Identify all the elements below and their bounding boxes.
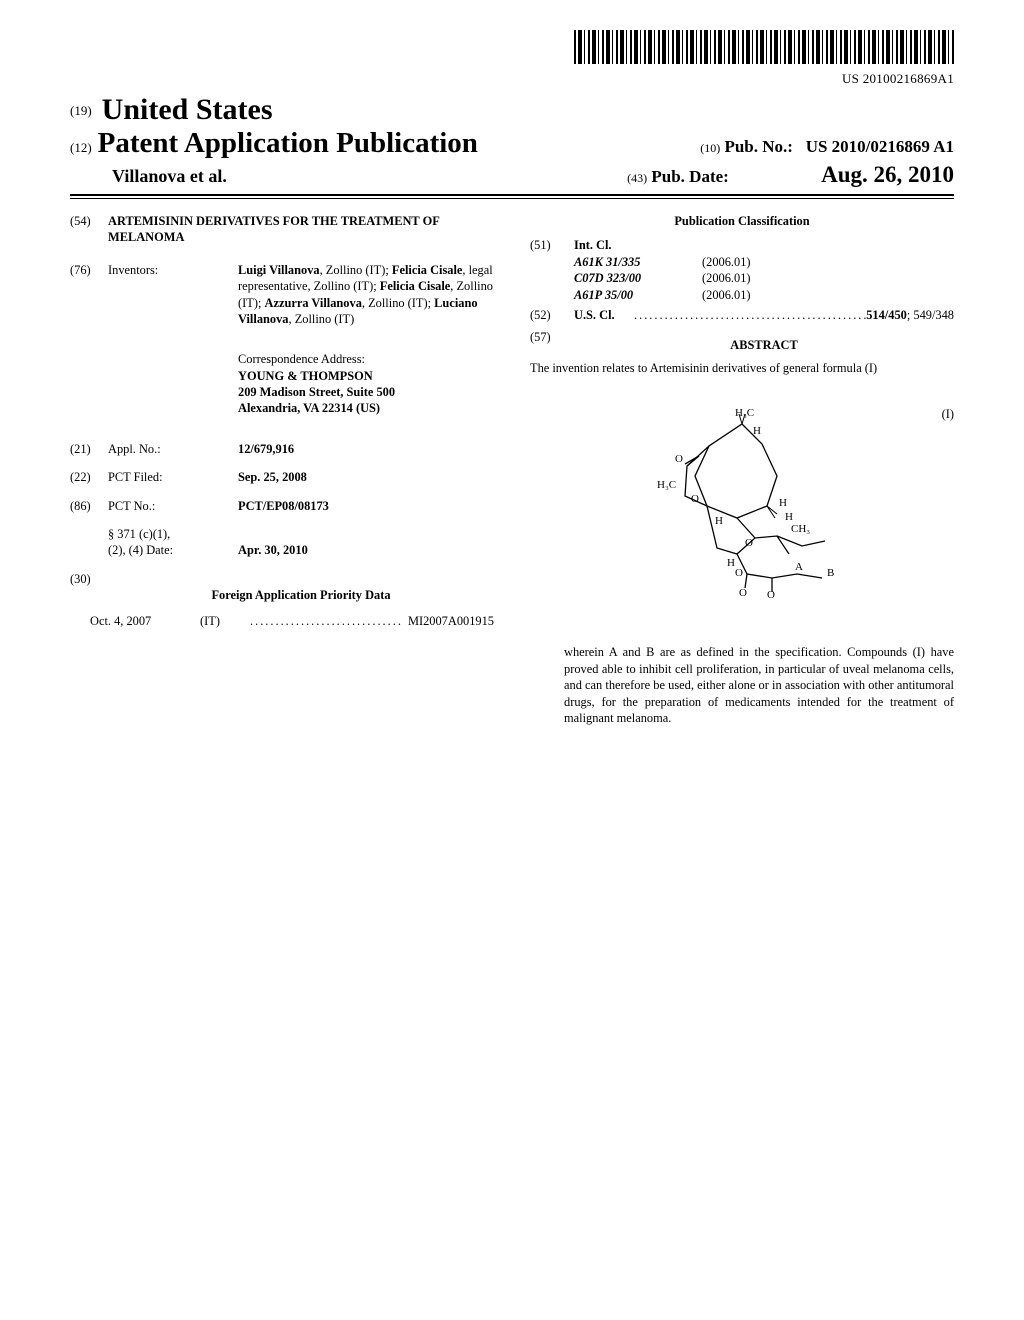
field-76-num: (76) (70, 262, 108, 328)
publication-date: Aug. 26, 2010 (821, 162, 954, 187)
pctfiled-label: PCT Filed: (108, 469, 238, 485)
correspondence-name: YOUNG & THOMPSON (238, 368, 494, 384)
barcode-number: US 20100216869A1 (70, 71, 954, 87)
intcl-row: A61K 31/335 (2006.01) (574, 254, 954, 270)
invention-title: ARTEMISININ DERIVATIVES FOR THE TREATMEN… (108, 213, 494, 246)
classification-header: Publication Classification (530, 213, 954, 229)
correspondence-addr2: Alexandria, VA 22314 (US) (238, 400, 494, 416)
prefix-12: (12) (70, 140, 92, 156)
intcl-row: A61P 35/00 (2006.01) (574, 287, 954, 303)
prefix-10: (10) (700, 141, 720, 155)
abstract-label: ABSTRACT (574, 337, 954, 353)
publication-number: US 2010/0216869 A1 (806, 137, 954, 156)
svg-text:O: O (739, 587, 747, 599)
pctno-label: PCT No.: (108, 498, 238, 514)
field-86-num: (86) (70, 498, 108, 514)
inventors: Luigi Villanova, Zollino (IT); Felicia C… (238, 262, 494, 328)
svg-text:O: O (735, 567, 743, 579)
s371-date: Apr. 30, 2010 (238, 542, 308, 558)
s371-line1: § 371 (c)(1), (108, 526, 494, 542)
uscl-secondary: ; 549/348 (907, 308, 954, 322)
left-column: (54) ARTEMISININ DERIVATIVES FOR THE TRE… (70, 213, 512, 726)
correspondence-label: Correspondence Address: (238, 351, 494, 367)
authors: Villanova et al. (70, 166, 627, 187)
pct-filed-date: Sep. 25, 2008 (238, 469, 494, 485)
svg-text:O: O (675, 453, 683, 465)
field-22-num: (22) (70, 469, 108, 485)
field-52-num: (52) (530, 307, 574, 323)
field-57-num: (57) (530, 329, 574, 359)
svg-text:CH₃: CH₃ (791, 523, 810, 535)
field-30-num: (30) (70, 571, 108, 613)
pubno-label: Pub. No.: (724, 137, 792, 156)
applno-label: Appl. No.: (108, 441, 238, 457)
svg-text:A: A (795, 561, 803, 573)
uscl-dots: ........................................… (634, 307, 866, 323)
uscl-primary: 514/450 (866, 308, 907, 322)
prefix-43: (43) (627, 171, 647, 185)
s371-line2: (2), (4) Date: (108, 542, 238, 558)
barcode (574, 30, 954, 64)
uscl-label: U.S. Cl. (574, 307, 634, 323)
svg-text:H: H (779, 497, 787, 509)
abstract-p2: wherein A and B are as defined in the sp… (564, 644, 954, 726)
field-21-num: (21) (70, 441, 108, 457)
svg-text:O: O (691, 493, 699, 505)
correspondence-block: Correspondence Address: YOUNG & THOMPSON… (238, 351, 494, 417)
svg-text:H: H (715, 515, 723, 527)
rule-thin (70, 198, 954, 199)
application-number: 12/679,916 (238, 441, 494, 457)
priority-date: Oct. 4, 2007 (90, 613, 200, 629)
intcl-row: C07D 323/00 (2006.01) (574, 270, 954, 286)
priority-dots: .............................. (250, 613, 404, 629)
svg-text:H: H (753, 425, 761, 437)
inventors-label: Inventors: (108, 262, 238, 328)
pubdate-label: Pub. Date: (651, 167, 728, 186)
svg-text:H₃C: H₃C (657, 479, 676, 491)
svg-text:O: O (745, 537, 753, 549)
svg-text:H₃C: H₃C (735, 407, 754, 419)
formula-tag: (I) (942, 406, 954, 422)
prefix-19: (19) (70, 103, 92, 118)
priority-number: MI2007A001915 (404, 613, 494, 629)
svg-text:O: O (767, 589, 775, 601)
pct-number: PCT/EP08/08173 (238, 498, 494, 514)
correspondence-addr1: 209 Madison Street, Suite 500 (238, 384, 494, 400)
intcl-label: Int. Cl. (574, 237, 954, 253)
svg-text:B: B (827, 567, 834, 579)
rule-thick (70, 194, 954, 196)
country: United States (102, 93, 273, 126)
field-51-num: (51) (530, 237, 574, 303)
chemical-structure-icon: H₃C H O H₃C O H H H CH₃ O H O O A B O (627, 406, 857, 616)
abstract-p1: The invention relates to Artemisinin der… (530, 360, 954, 376)
svg-text:H: H (727, 557, 735, 569)
priority-country: (IT) (200, 613, 250, 629)
svg-text:H: H (785, 511, 793, 523)
priority-header: Foreign Application Priority Data (108, 587, 494, 603)
field-54-num: (54) (70, 213, 108, 246)
publication-kind: Patent Application Publication (98, 127, 701, 160)
right-column: Publication Classification (51) Int. Cl.… (512, 213, 954, 726)
